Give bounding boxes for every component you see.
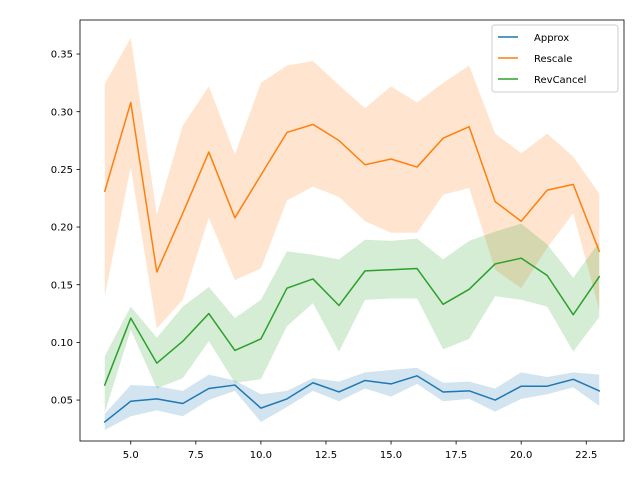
x-tick-label: 5.0 bbox=[123, 450, 139, 461]
y-axis-ticks: 0.05 0.10 0.15 0.20 0.25 0.30 0.35 bbox=[51, 50, 80, 407]
y-tick-label: 0.15 bbox=[51, 280, 73, 291]
legend-box bbox=[491, 24, 619, 93]
y-tick-label: 0.20 bbox=[51, 223, 73, 234]
x-tick-label: 15.0 bbox=[380, 450, 402, 461]
x-tick-label: 7.5 bbox=[188, 450, 204, 461]
plot-frame bbox=[79, 19, 625, 442]
x-tick-label: 10.0 bbox=[250, 450, 272, 461]
axes bbox=[79, 19, 625, 442]
legend: Approx Rescale RevCancel bbox=[491, 24, 619, 93]
confidence-bands bbox=[104, 37, 600, 431]
x-tick-label: 20.0 bbox=[510, 450, 532, 461]
x-tick-label: 22.5 bbox=[575, 450, 597, 461]
x-axis-ticks: 5.0 7.5 10.0 12.5 15.0 17.5 20.0 22.5 bbox=[123, 441, 597, 461]
series-lines bbox=[103, 101, 601, 424]
confidence-band-rescale bbox=[104, 37, 600, 329]
x-tick-label: 17.5 bbox=[445, 450, 467, 461]
confidence-band-approx bbox=[104, 367, 600, 431]
y-tick-label: 0.30 bbox=[51, 107, 73, 118]
series-line-approx bbox=[103, 375, 601, 424]
legend-label-rescale: Rescale bbox=[534, 54, 572, 65]
confidence-band-revcancel bbox=[104, 223, 600, 413]
series-line-rescale bbox=[103, 101, 601, 273]
y-tick-label: 0.35 bbox=[51, 50, 73, 61]
y-tick-label: 0.25 bbox=[51, 165, 73, 176]
legend-label-revcancel: RevCancel bbox=[534, 75, 586, 86]
y-tick-label: 0.05 bbox=[51, 396, 73, 407]
series-line-revcancel bbox=[103, 257, 601, 387]
x-tick-label: 12.5 bbox=[315, 450, 337, 461]
y-tick-label: 0.10 bbox=[51, 338, 73, 349]
legend-label-approx: Approx bbox=[534, 33, 569, 44]
